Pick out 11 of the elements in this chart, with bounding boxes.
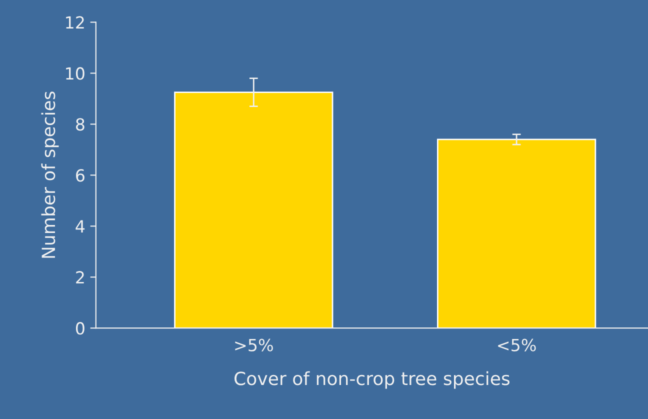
x-axis-title: Cover of non-crop tree species <box>234 371 510 389</box>
y-tick-label: 6 <box>76 169 84 182</box>
x-tick-label: <5% <box>498 338 536 352</box>
y-tick-label: 8 <box>76 118 84 131</box>
y-tick-label: 10 <box>66 67 84 80</box>
y-tick-label: 2 <box>76 271 84 284</box>
y-tick-label: 0 <box>76 322 84 335</box>
y-axis-title: Number of species <box>41 92 59 258</box>
y-tick-label: 4 <box>76 220 85 232</box>
x-tick-label: >5% <box>235 338 273 352</box>
y-tick-label: 12 <box>66 16 84 29</box>
